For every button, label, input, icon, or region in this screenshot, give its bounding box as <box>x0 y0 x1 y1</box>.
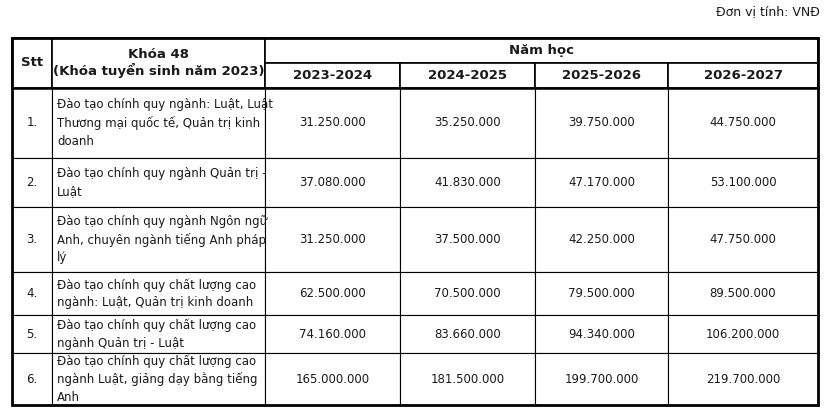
Bar <box>668 272 818 315</box>
Text: Đào tạo chính quy ngành Quản trị -
Luật: Đào tạo chính quy ngành Quản trị - Luật <box>57 167 266 198</box>
Bar <box>535 158 668 207</box>
Bar <box>535 272 668 315</box>
Text: 181.500.000: 181.500.000 <box>431 373 505 386</box>
Bar <box>52 158 265 207</box>
Text: 47.170.000: 47.170.000 <box>568 176 635 189</box>
Bar <box>265 38 818 63</box>
Text: 5.: 5. <box>27 327 37 340</box>
Bar <box>52 88 265 158</box>
Bar <box>400 88 535 158</box>
Bar <box>265 315 400 353</box>
Bar <box>535 207 668 272</box>
Text: 31.250.000: 31.250.000 <box>299 117 366 129</box>
Text: 6.: 6. <box>27 373 37 386</box>
Bar <box>12 353 52 405</box>
Bar <box>535 63 668 88</box>
Text: Đơn vị tính: VNĐ: Đơn vị tính: VNĐ <box>716 5 820 19</box>
Bar <box>12 38 818 405</box>
Bar <box>52 207 265 272</box>
Text: 70.500.000: 70.500.000 <box>434 287 500 300</box>
Bar <box>265 272 400 315</box>
Text: 31.250.000: 31.250.000 <box>299 233 366 246</box>
Bar <box>668 353 818 405</box>
Text: Năm học: Năm học <box>509 44 574 57</box>
Bar <box>52 38 265 88</box>
Bar <box>400 272 535 315</box>
Bar <box>12 158 52 207</box>
Text: 199.700.000: 199.700.000 <box>564 373 639 386</box>
Bar <box>400 315 535 353</box>
Bar <box>265 158 400 207</box>
Text: Đào tạo chính quy chất lượng cao
ngành Quản trị - Luật: Đào tạo chính quy chất lượng cao ngành Q… <box>57 318 256 349</box>
Bar <box>668 158 818 207</box>
Text: 53.100.000: 53.100.000 <box>710 176 776 189</box>
Text: Đào tạo chính quy chất lượng cao
ngành: Luật, Quản trị kinh doanh: Đào tạo chính quy chất lượng cao ngành: … <box>57 278 256 309</box>
Text: 165.000.000: 165.000.000 <box>295 373 369 386</box>
Text: 37.500.000: 37.500.000 <box>434 233 500 246</box>
Text: 89.500.000: 89.500.000 <box>710 287 776 300</box>
Text: Đào tạo chính quy ngành Ngôn ngữ
Anh, chuyên ngành tiếng Anh pháp
lý: Đào tạo chính quy ngành Ngôn ngữ Anh, ch… <box>57 215 267 264</box>
Bar <box>400 353 535 405</box>
Bar <box>52 353 265 405</box>
Bar <box>12 272 52 315</box>
Text: 44.750.000: 44.750.000 <box>710 117 776 129</box>
Text: 94.340.000: 94.340.000 <box>568 327 635 340</box>
Bar <box>400 63 535 88</box>
Text: 3.: 3. <box>27 233 37 246</box>
Bar <box>668 207 818 272</box>
Bar <box>265 88 400 158</box>
Bar <box>12 315 52 353</box>
Text: 2025-2026: 2025-2026 <box>562 69 641 82</box>
Text: 41.830.000: 41.830.000 <box>434 176 500 189</box>
Text: 2023-2024: 2023-2024 <box>293 69 372 82</box>
Text: 2026-2027: 2026-2027 <box>704 69 783 82</box>
Bar <box>535 88 668 158</box>
Bar <box>668 63 818 88</box>
Text: Đào tạo chính quy chất lượng cao
ngành Luật, giảng dạy bằng tiếng
Anh: Đào tạo chính quy chất lượng cao ngành L… <box>57 354 257 404</box>
Bar <box>52 272 265 315</box>
Bar <box>12 207 52 272</box>
Bar <box>265 207 400 272</box>
Text: 83.660.000: 83.660.000 <box>434 327 500 340</box>
Bar <box>265 353 400 405</box>
Text: Stt: Stt <box>21 56 43 69</box>
Bar <box>12 38 52 88</box>
Bar <box>668 315 818 353</box>
Bar <box>535 353 668 405</box>
Text: 74.160.000: 74.160.000 <box>299 327 366 340</box>
Text: 2.: 2. <box>27 176 37 189</box>
Text: 37.080.000: 37.080.000 <box>299 176 366 189</box>
Text: 1.: 1. <box>27 117 37 129</box>
Text: 35.250.000: 35.250.000 <box>434 117 500 129</box>
Text: 2024-2025: 2024-2025 <box>428 69 507 82</box>
Text: 79.500.000: 79.500.000 <box>568 287 635 300</box>
Text: 106.200.000: 106.200.000 <box>706 327 780 340</box>
Text: Đào tạo chính quy ngành: Luật, Luật
Thương mại quốc tế, Quản trị kinh
doanh: Đào tạo chính quy ngành: Luật, Luật Thươ… <box>57 98 273 148</box>
Text: 219.700.000: 219.700.000 <box>706 373 780 386</box>
Text: 47.750.000: 47.750.000 <box>710 233 776 246</box>
Bar <box>668 88 818 158</box>
Bar <box>400 158 535 207</box>
Bar <box>12 88 52 158</box>
Bar <box>535 315 668 353</box>
Text: 62.500.000: 62.500.000 <box>299 287 366 300</box>
Text: 42.250.000: 42.250.000 <box>568 233 635 246</box>
Text: Khóa 48
(Khóa tuyển sinh năm 2023): Khóa 48 (Khóa tuyển sinh năm 2023) <box>53 48 264 78</box>
Text: 4.: 4. <box>27 287 37 300</box>
Bar <box>400 207 535 272</box>
Text: 39.750.000: 39.750.000 <box>568 117 635 129</box>
Bar <box>265 63 400 88</box>
Bar <box>52 315 265 353</box>
